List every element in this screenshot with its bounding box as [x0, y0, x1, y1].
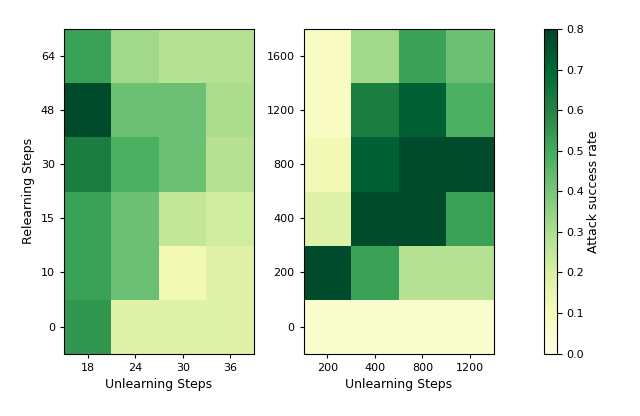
X-axis label: Unlearning Steps: Unlearning Steps	[106, 378, 212, 391]
Y-axis label: Attack success rate: Attack success rate	[587, 130, 600, 253]
Y-axis label: Relearning Steps: Relearning Steps	[22, 138, 35, 245]
X-axis label: Unlearning Steps: Unlearning Steps	[345, 378, 452, 391]
